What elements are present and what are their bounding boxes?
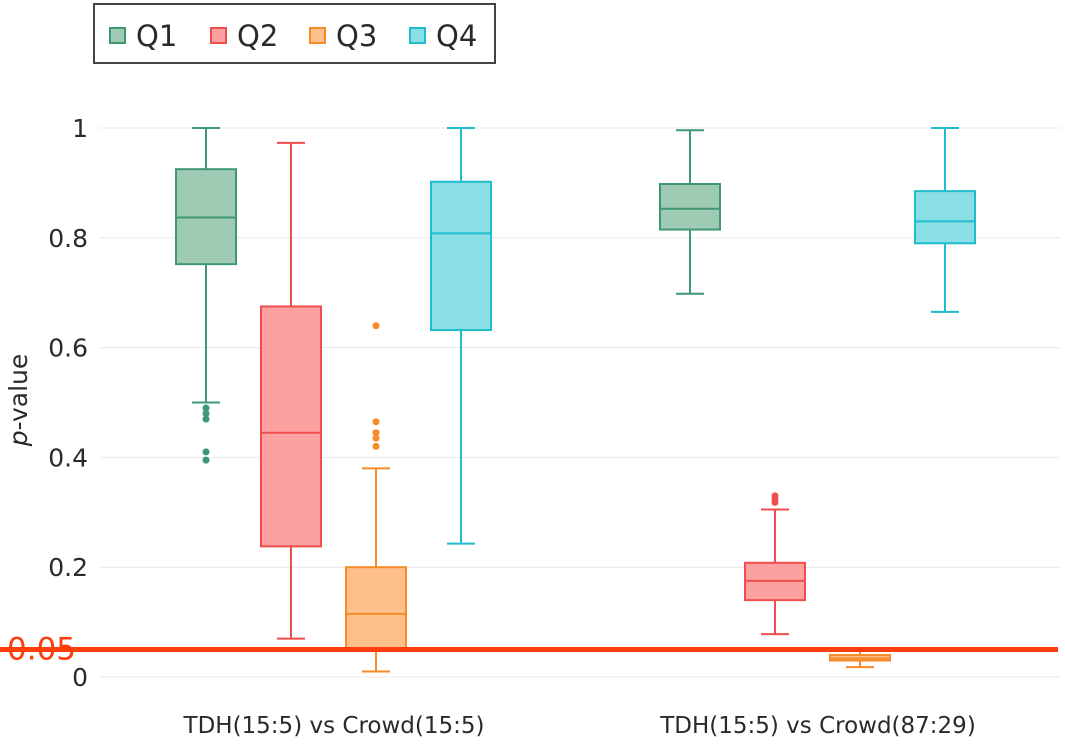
box-q2-group-0 — [260, 141, 322, 640]
legend-item-q2[interactable]: Q2 — [210, 5, 278, 66]
legend: Q1 Q2 Q3 Q4 — [93, 3, 496, 64]
y-tick-label-4: 0.8 — [48, 224, 88, 253]
outlier-point-2 — [202, 415, 210, 423]
legend-label-q2: Q2 — [237, 18, 279, 53]
box-q3-group-0 — [345, 322, 407, 673]
box-iqr — [345, 566, 407, 651]
box-q4-group-1 — [914, 127, 976, 313]
x-tick-label-0: TDH(15:5) vs Crowd(15:5) — [183, 713, 485, 739]
y-tick-label-2: 0.4 — [48, 443, 88, 472]
y-tick-label-1: 0.2 — [48, 553, 88, 582]
outlier-point-3 — [202, 448, 210, 456]
box-q4-group-0 — [430, 127, 492, 545]
box-iqr — [430, 180, 492, 332]
legend-label-q3: Q3 — [336, 18, 378, 53]
box-series — [175, 127, 976, 673]
outlier-point-4 — [202, 456, 210, 464]
y-tick-label-0: 0 — [72, 663, 88, 692]
legend-item-q1[interactable]: Q1 — [109, 5, 177, 66]
box-q2-group-1 — [744, 492, 806, 636]
x-axis-ticks: TDH(15:5) vs Crowd(15:5) TDH(15:5) vs Cro… — [183, 713, 976, 739]
box-q3-group-1 — [829, 649, 891, 669]
box-iqr — [914, 190, 976, 245]
outlier-point-0 — [372, 322, 380, 330]
outlier-point-2 — [771, 498, 779, 506]
legend-label-q4: Q4 — [436, 18, 478, 53]
threshold-line-group: 0.05 — [0, 632, 1058, 668]
legend-label-q1: Q1 — [136, 18, 178, 53]
legend-item-q3[interactable]: Q3 — [309, 5, 377, 66]
box-iqr — [659, 182, 721, 231]
outlier-point-1 — [372, 418, 380, 426]
legend-swatch-q3 — [309, 27, 326, 44]
y-tick-label-3: 0.6 — [48, 334, 88, 363]
x-tick-label-1: TDH(15:5) vs Crowd(87:29) — [659, 713, 976, 739]
outlier-point-3 — [372, 434, 380, 442]
outlier-point-1 — [202, 409, 210, 417]
y-axis-label: p-value — [4, 354, 33, 448]
legend-item-q4[interactable]: Q4 — [409, 5, 477, 66]
box-q1-group-0 — [175, 127, 237, 464]
legend-swatch-q2 — [210, 27, 227, 44]
y-axis-label-rest: -value — [4, 354, 33, 431]
y-axis-label-italic: p — [4, 430, 33, 447]
y-tick-label-5: 1 — [72, 114, 88, 143]
y-axis-ticks: 0 0.2 0.4 0.6 0.8 1 — [48, 114, 88, 692]
threshold-label: 0.05 — [7, 632, 76, 668]
outlier-point-0 — [202, 404, 210, 412]
legend-swatch-q4 — [409, 27, 426, 44]
box-q1-group-1 — [659, 129, 721, 295]
outlier-point-2 — [372, 429, 380, 437]
outlier-point-4 — [372, 442, 380, 450]
box-iqr — [260, 305, 322, 548]
legend-swatch-q1 — [109, 27, 126, 44]
